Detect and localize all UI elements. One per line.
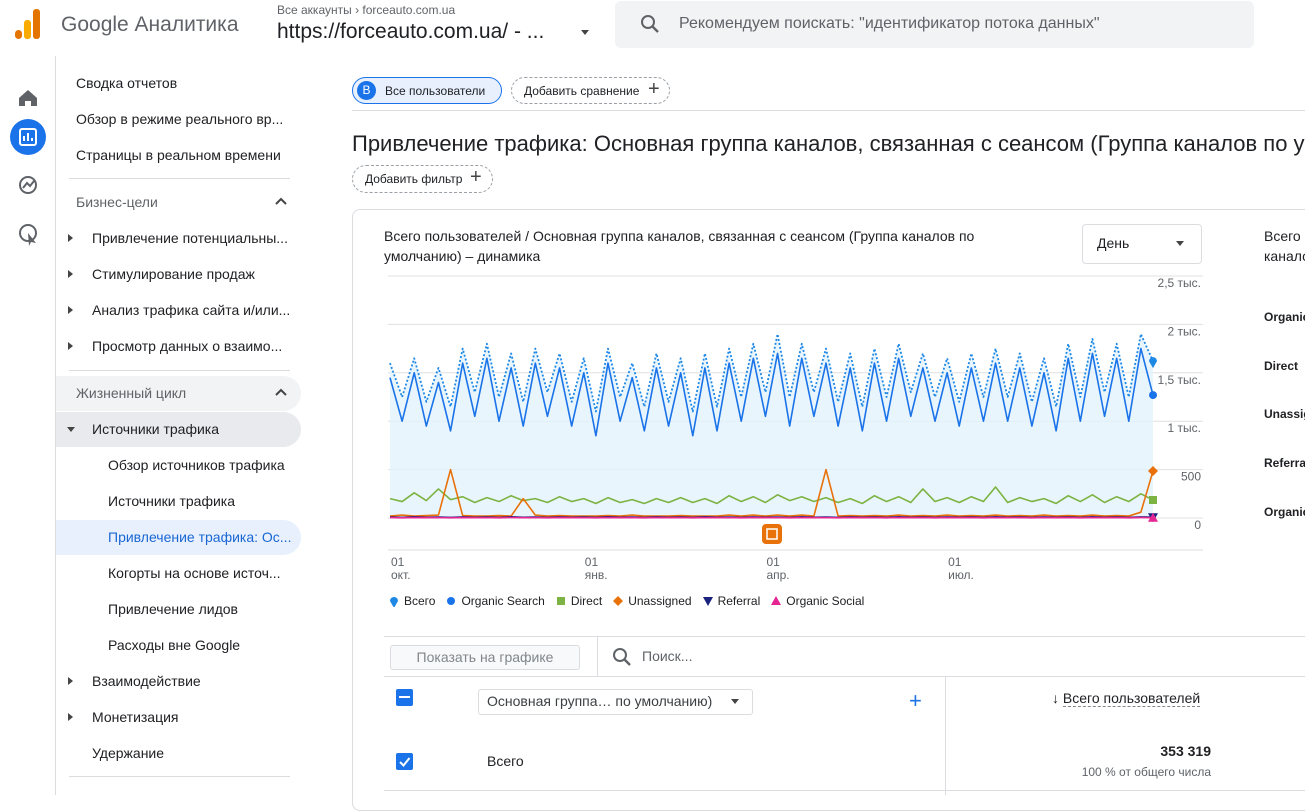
x-tick-label: 01 июл. — [948, 556, 976, 582]
show-on-chart-button[interactable]: Показать на графике — [390, 645, 580, 670]
row-checkbox[interactable] — [396, 753, 413, 770]
x-tick-label: 01 янв. — [585, 556, 613, 582]
legend-label: Organic Search — [461, 594, 544, 608]
legend: Всего Organic Search Direct Unassigned Refer… — [388, 594, 864, 608]
legend-shape — [703, 597, 713, 606]
y-tick-label: 500 — [1181, 470, 1201, 484]
y-tick-label: 1 тыс. — [1168, 421, 1201, 435]
row-value: 353 319 — [1160, 743, 1211, 759]
legend-marker — [388, 595, 400, 607]
y-tick-label: 0 — [1194, 518, 1201, 532]
dimension-label[interactable]: Основная группа… по умолчанию) — [487, 693, 712, 709]
row-label: Всего — [487, 753, 524, 769]
legend-item: Unassigned — [612, 594, 691, 608]
area — [390, 334, 1153, 518]
legend-marker — [445, 595, 457, 607]
legend-item: Всего — [388, 594, 435, 608]
legend-shape — [557, 597, 565, 605]
end-marker — [1149, 496, 1157, 504]
row-note: 100 % от общего числа — [1082, 765, 1211, 779]
metric-label[interactable]: Всего пользователей — [1063, 690, 1200, 707]
x-tick-label: 01 окт. — [391, 556, 419, 582]
y-tick-label: 1,5 тыс. — [1158, 373, 1201, 387]
legend-marker — [702, 595, 714, 607]
legend-item: Organic Social — [770, 594, 864, 608]
table-search[interactable]: Поиск... — [642, 648, 692, 664]
legend-item: Direct — [555, 594, 602, 608]
select-all-checkbox[interactable] — [396, 689, 413, 706]
annotation-icon[interactable] — [762, 524, 782, 544]
legend-marker — [770, 595, 782, 607]
x-tick-label: 01 апр. — [766, 556, 794, 582]
legend-shape — [447, 597, 455, 605]
legend-label: Direct — [571, 594, 602, 608]
legend-label: Referral — [718, 594, 761, 608]
metric-header[interactable]: ↓ Всего пользователей — [1052, 690, 1200, 706]
legend-marker — [555, 595, 567, 607]
search-icon — [612, 647, 632, 667]
legend-shape — [390, 597, 398, 607]
y-tick-label: 2 тыс. — [1168, 324, 1201, 338]
legend-label: Unassigned — [628, 594, 691, 608]
add-dimension[interactable]: + — [909, 688, 922, 714]
legend-shape — [613, 596, 623, 606]
y-tick-label: 2,5 тыс. — [1158, 276, 1201, 290]
legend-label: Всего — [404, 594, 435, 608]
end-marker — [1149, 391, 1157, 399]
legend-item: Referral — [702, 594, 761, 608]
legend-item: Organic Search — [445, 594, 544, 608]
legend-marker — [612, 595, 624, 607]
legend-label: Organic Social — [786, 594, 864, 608]
legend-shape — [771, 596, 781, 605]
